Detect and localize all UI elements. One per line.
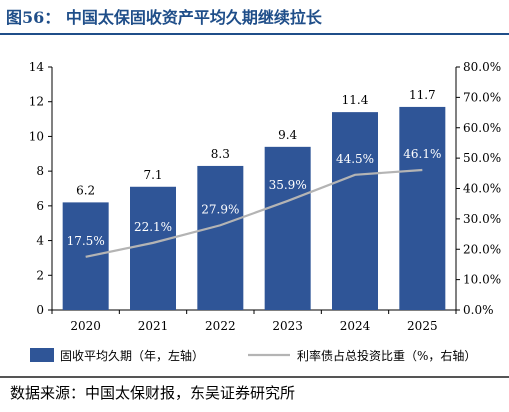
line-value-label: 22.1% [134,220,172,234]
left-axis-tick-label: 8 [36,164,44,178]
bar-duration [197,165,244,310]
right-axis-tick-label: 80.0% [463,60,501,74]
left-axis-tick-label: 12 [29,95,44,109]
right-axis-tick-label: 20.0% [463,242,501,256]
left-axis-tick-label: 10 [29,129,44,143]
source-note: 数据来源：中国太保财报，东吴证券研究所 [10,384,296,402]
source-divider [0,376,509,378]
title-divider [0,33,509,35]
x-axis-tick-label: 2022 [205,319,236,333]
bar-duration [332,112,378,310]
line-value-label: 44.5% [336,152,374,166]
bar-value-label: 11.4 [342,93,369,107]
figure-title: 图56： 中国太保固收资产平均久期继续拉长 [6,8,322,27]
legend-line-label: 利率债占总投资比重（%，右轴） [297,348,476,363]
right-axis-tick-label: 10.0% [463,273,501,287]
legend-bar-swatch [30,348,54,362]
line-value-label: 17.5% [67,234,105,248]
left-axis-tick-label: 2 [36,268,44,282]
x-axis-tick-label: 2024 [340,319,371,333]
line-value-label: 35.9% [269,178,307,192]
line-value-label: 27.9% [201,202,239,216]
x-axis-tick-label: 2021 [138,319,169,333]
left-axis-tick-label: 6 [36,199,44,213]
bar-value-label: 6.2 [76,183,95,197]
bar-duration [264,146,311,310]
right-axis-tick-label: 40.0% [463,182,501,196]
line-value-label: 46.1% [403,147,441,161]
line-rate-bond-share [85,168,423,258]
legend-bar-label: 固收平均久期（年，左轴） [60,348,204,363]
x-axis-tick-label: 2023 [272,319,303,333]
bar-value-label: 8.3 [211,147,230,161]
left-axis-tick-label: 0 [36,303,44,317]
right-axis-tick-label: 60.0% [463,121,501,135]
bar-duration [130,186,176,310]
x-axis-tick-label: 2025 [407,319,438,333]
left-axis-tick-label: 4 [36,234,44,248]
right-axis-tick-label: 30.0% [463,212,501,226]
right-axis-tick-label: 0.0% [463,303,494,317]
bar-duration [399,106,446,311]
bar-value-label: 11.7 [409,88,436,102]
right-axis-tick-label: 50.0% [463,151,501,165]
x-axis-tick-label: 2020 [70,319,101,333]
right-axis-tick-label: 70.0% [463,90,501,104]
left-axis-tick-label: 14 [29,60,45,74]
bar-value-label: 7.1 [143,168,162,182]
bar-value-label: 9.4 [278,128,297,142]
